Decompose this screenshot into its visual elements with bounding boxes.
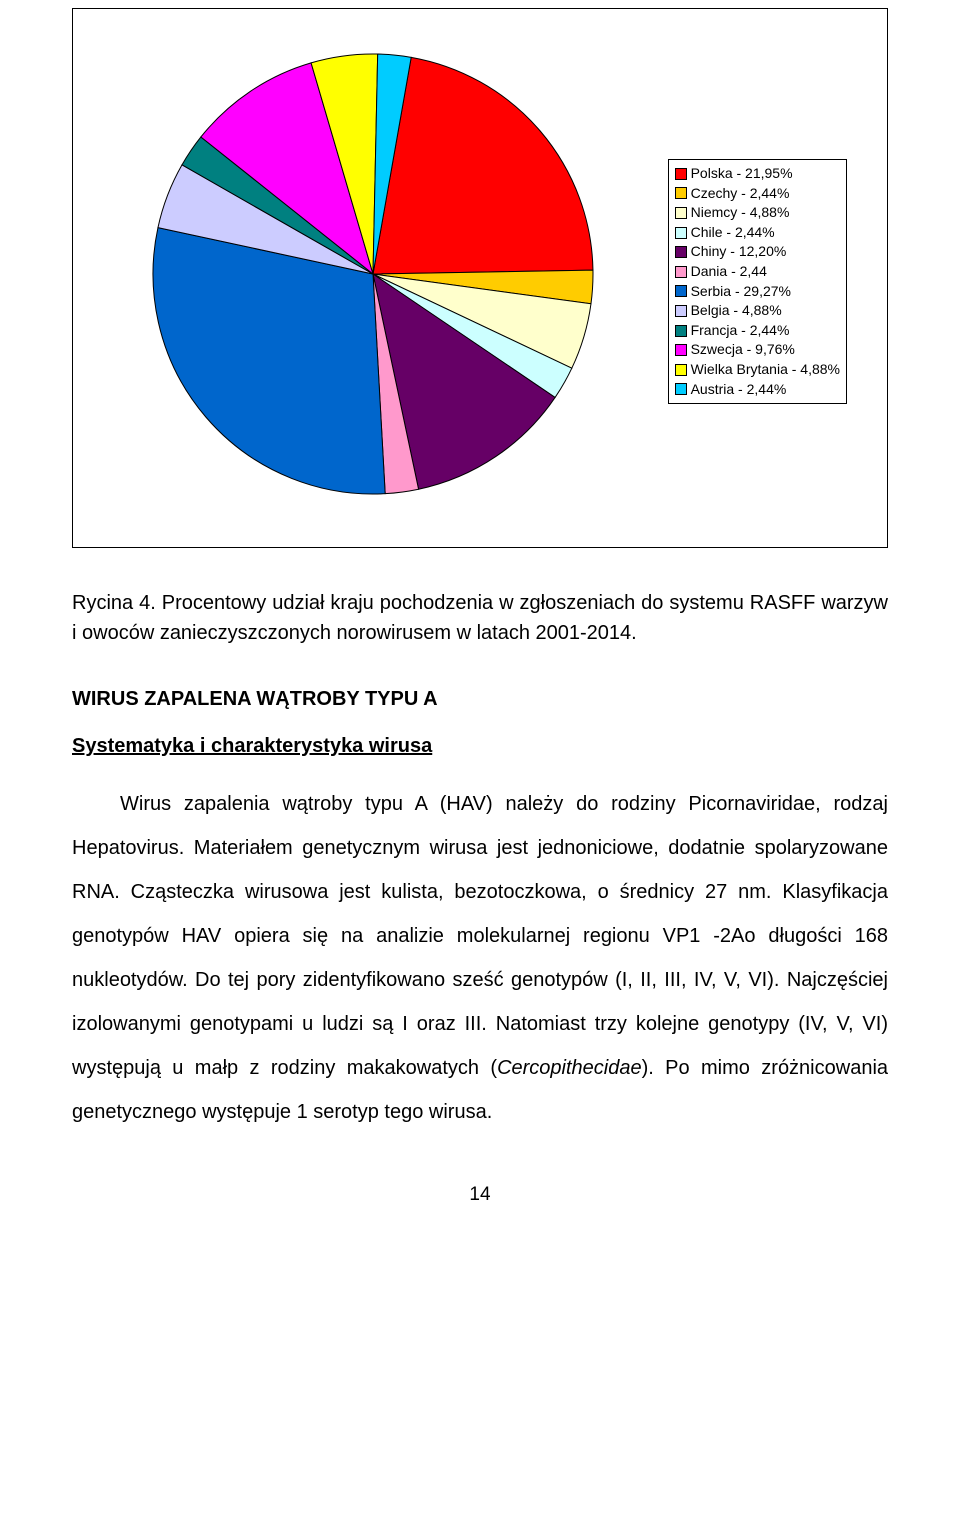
pie-slice xyxy=(373,57,593,274)
page-number: 14 xyxy=(0,1184,960,1206)
legend-item: Chiny - 12,20% xyxy=(675,242,840,262)
legend-item: Czechy - 2,44% xyxy=(675,184,840,204)
legend-swatch xyxy=(675,266,687,278)
legend-swatch xyxy=(675,325,687,337)
legend-item: Wielka Brytania - 4,88% xyxy=(675,360,840,380)
legend-swatch xyxy=(675,305,687,317)
section-title: WIRUS ZAPALENA WĄTROBY TYPU A xyxy=(72,688,888,711)
legend-item: Niemcy - 4,88% xyxy=(675,203,840,223)
legend-label: Wielka Brytania - 4,88% xyxy=(691,360,840,380)
legend-swatch xyxy=(675,187,687,199)
legend-label: Chiny - 12,20% xyxy=(691,242,787,262)
chart-container: Polska - 21,95%Czechy - 2,44%Niemcy - 4,… xyxy=(72,8,888,548)
subsection-title: Systematyka i charakterystyka wirusa xyxy=(72,735,888,758)
legend-swatch xyxy=(675,383,687,395)
legend-item: Belgia - 4,88% xyxy=(675,301,840,321)
legend-swatch xyxy=(675,246,687,258)
legend-swatch xyxy=(675,364,687,376)
legend-label: Serbia - 29,27% xyxy=(691,282,791,302)
legend-item: Dania - 2,44 xyxy=(675,262,840,282)
legend-label: Niemcy - 4,88% xyxy=(691,203,790,223)
legend-swatch xyxy=(675,227,687,239)
legend-label: Belgia - 4,88% xyxy=(691,301,782,321)
legend-swatch xyxy=(675,285,687,297)
legend-item: Szwecja - 9,76% xyxy=(675,340,840,360)
legend-item: Chile - 2,44% xyxy=(675,223,840,243)
legend-item: Serbia - 29,27% xyxy=(675,282,840,302)
figure-caption: Rycina 4. Procentowy udział kraju pochod… xyxy=(72,588,888,648)
legend-item: Francja - 2,44% xyxy=(675,321,840,341)
legend-swatch xyxy=(675,207,687,219)
body-paragraph: Wirus zapalenia wątroby typu A (HAV) nal… xyxy=(72,782,888,1134)
legend-item: Austria - 2,44% xyxy=(675,380,840,400)
legend-label: Austria - 2,44% xyxy=(691,380,787,400)
legend-label: Francja - 2,44% xyxy=(691,321,790,341)
legend-swatch xyxy=(675,344,687,356)
legend-label: Dania - 2,44 xyxy=(691,262,767,282)
legend-label: Polska - 21,95% xyxy=(691,164,793,184)
legend-label: Szwecja - 9,76% xyxy=(691,340,795,360)
chart-legend: Polska - 21,95%Czechy - 2,44%Niemcy - 4,… xyxy=(668,159,847,404)
legend-label: Czechy - 2,44% xyxy=(691,184,790,204)
legend-item: Polska - 21,95% xyxy=(675,164,840,184)
legend-swatch xyxy=(675,168,687,180)
legend-label: Chile - 2,44% xyxy=(691,223,775,243)
pie-chart xyxy=(133,29,623,524)
